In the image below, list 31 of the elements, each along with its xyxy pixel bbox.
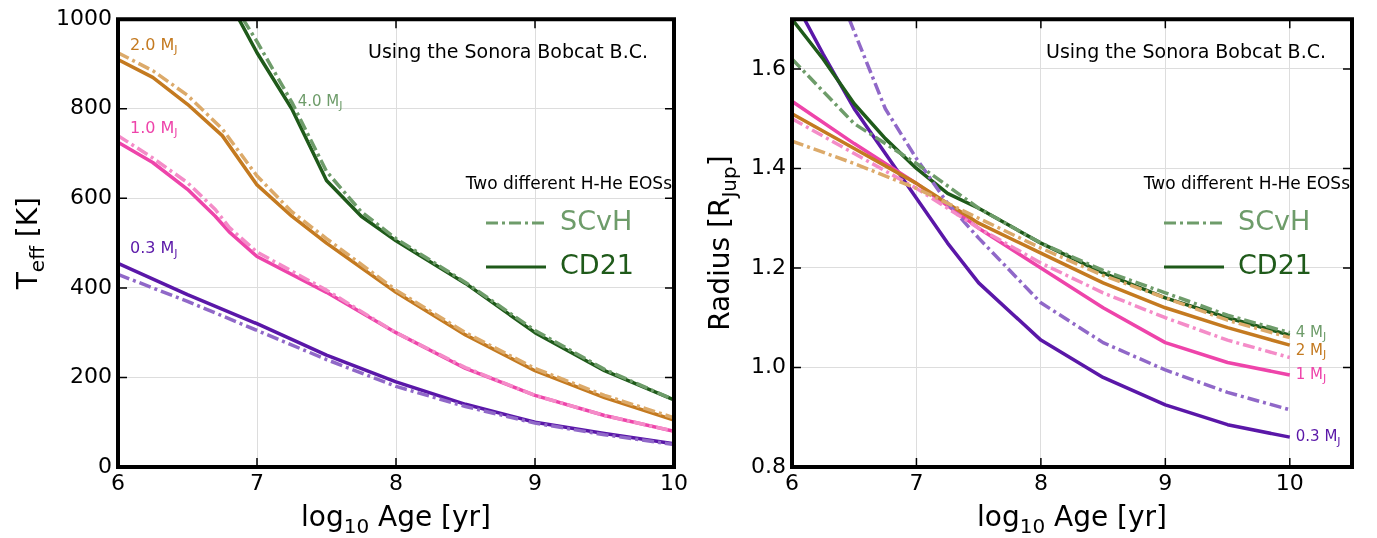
x-tick-label: 10	[1275, 469, 1304, 495]
x-tick-label: 8	[389, 469, 403, 495]
annotation: Using the Sonora Bobcat B.C.	[368, 40, 649, 63]
y-tick-label: 1.2	[751, 253, 786, 279]
y-axis-title: Radius [RJup]	[703, 155, 741, 331]
y-tick-label: 1.4	[751, 154, 786, 180]
x-tick-label: 9	[528, 469, 542, 495]
y-tick-label: 0	[98, 452, 112, 478]
legend-title: Two different H-He EOSs	[464, 173, 673, 194]
x-tick-label: 10	[660, 469, 688, 495]
x-tick-label: 6	[785, 469, 799, 495]
x-tick-label: 8	[1033, 469, 1048, 495]
x-tick-label: 6	[111, 469, 125, 495]
y-tick-label: 1.0	[751, 353, 786, 379]
y-tick-label: 400	[70, 273, 112, 299]
y-tick-label: 0.8	[751, 452, 786, 478]
legend-label: SCvH	[560, 204, 633, 236]
y-tick-label: 200	[70, 363, 112, 389]
y-tick-label: 1.6	[751, 54, 786, 80]
legend-title: Two different H-He EOSs	[1142, 173, 1351, 194]
annotation: Using the Sonora Bobcat B.C.	[1046, 40, 1327, 63]
legend-label: CD21	[1238, 248, 1312, 280]
x-tick-label: 7	[909, 469, 924, 495]
y-tick-label: 1000	[56, 4, 112, 30]
x-tick-label: 7	[250, 469, 264, 495]
x-tick-label: 9	[1158, 469, 1173, 495]
y-axis-title: Teff [K]	[11, 196, 49, 291]
y-tick-label: 800	[70, 94, 112, 120]
legend-label: SCvH	[1238, 204, 1311, 236]
legend-label: CD21	[560, 248, 634, 280]
y-tick-label: 600	[70, 184, 112, 210]
